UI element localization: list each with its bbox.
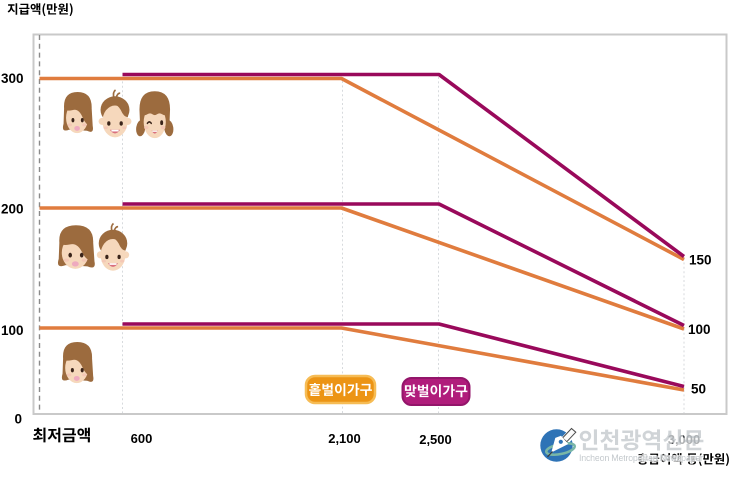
svg-text:200: 200	[1, 202, 24, 217]
svg-text:0: 0	[14, 412, 22, 427]
svg-text:Incheon Metropolitan Newspaper: Incheon Metropolitan Newspaper	[579, 453, 703, 463]
svg-text:600: 600	[131, 431, 153, 446]
svg-text:2,100: 2,100	[328, 431, 361, 446]
svg-text:2,500: 2,500	[419, 432, 452, 447]
svg-text:50: 50	[691, 382, 706, 397]
svg-text:100: 100	[1, 323, 24, 338]
svg-text:300: 300	[1, 71, 24, 86]
svg-text:150: 150	[689, 253, 712, 268]
svg-text:100: 100	[688, 322, 711, 337]
